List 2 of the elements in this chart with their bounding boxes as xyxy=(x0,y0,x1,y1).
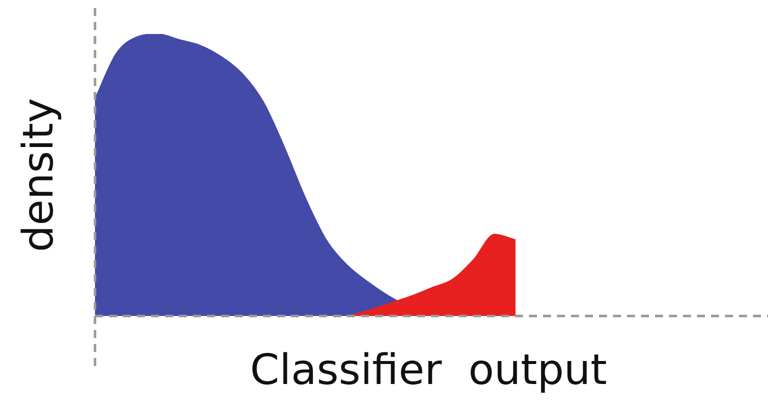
y-axis-title: density xyxy=(14,98,62,252)
x-axis-title: Classifier output xyxy=(250,345,607,394)
